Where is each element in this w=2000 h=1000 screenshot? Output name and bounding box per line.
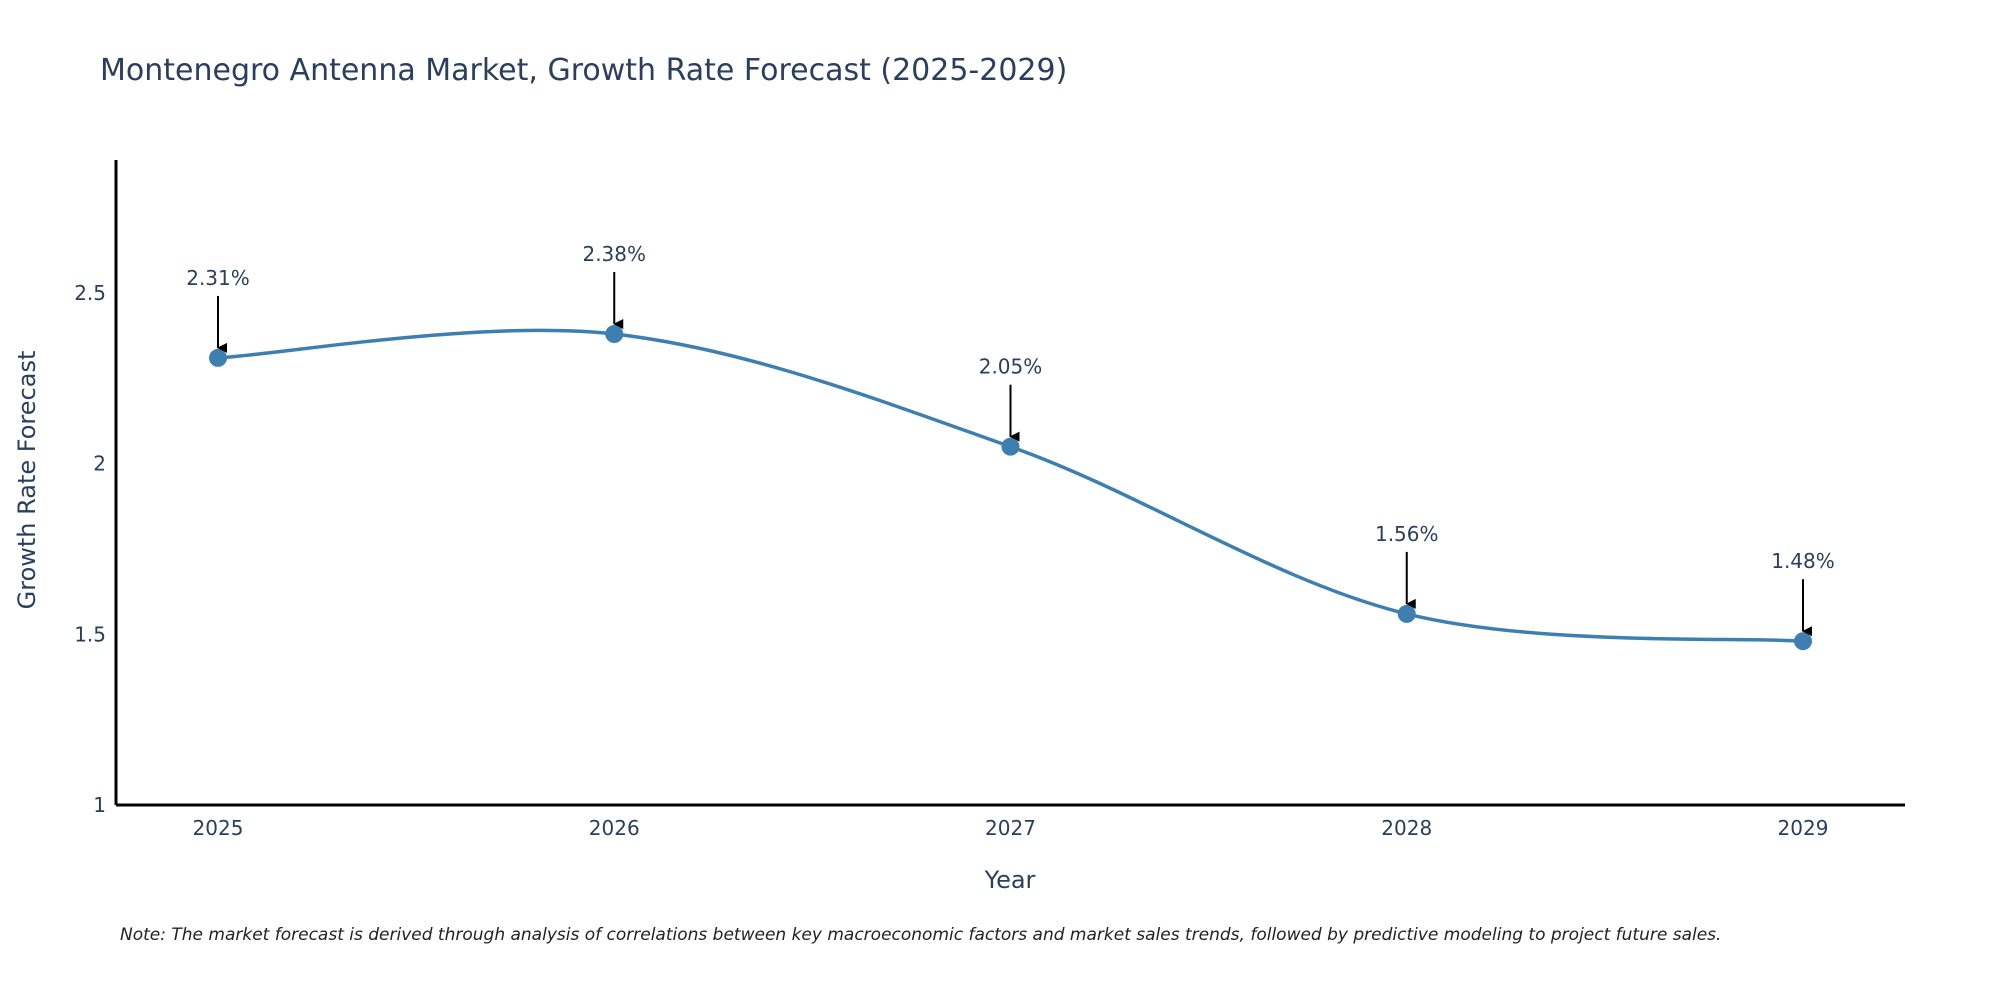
data-label: 1.56% (1375, 522, 1439, 546)
footnote: Note: The market forecast is derived thr… (120, 925, 1721, 945)
chart-title: Montenegro Antenna Market, Growth Rate F… (100, 53, 1067, 88)
x-tick-label: 2028 (1381, 816, 1432, 840)
data-point (1001, 437, 1020, 456)
y-tick-label: 1 (93, 793, 106, 817)
data-point (209, 348, 227, 367)
data-label: 2.05% (979, 355, 1043, 379)
data-annotations: 2.31% 2.38% 2.05% 1.56% 1.48% (186, 242, 1835, 637)
data-points (209, 325, 1812, 651)
x-tick-label: 2026 (589, 816, 640, 840)
x-tick-label: 2029 (1778, 816, 1829, 840)
x-tick-label: 2027 (985, 816, 1036, 840)
data-label: 1.48% (1771, 549, 1835, 573)
data-point (1794, 632, 1812, 651)
data-label: 2.31% (186, 266, 250, 290)
x-axis-title: Year (984, 866, 1036, 894)
y-tick-label: 2.5 (74, 281, 106, 305)
data-point (605, 325, 624, 344)
x-axis-ticks: 2025 2026 2027 2028 2029 (193, 816, 1829, 840)
data-label: 2.38% (582, 242, 646, 266)
y-tick-label: 2 (93, 452, 106, 476)
y-axis-title: Growth Rate Forecast (13, 351, 41, 610)
y-tick-label: 1.5 (74, 622, 106, 646)
x-tick-label: 2025 (193, 816, 244, 840)
y-axis-ticks: 1 1.5 2 2.5 (74, 281, 106, 817)
data-point (1397, 604, 1416, 623)
